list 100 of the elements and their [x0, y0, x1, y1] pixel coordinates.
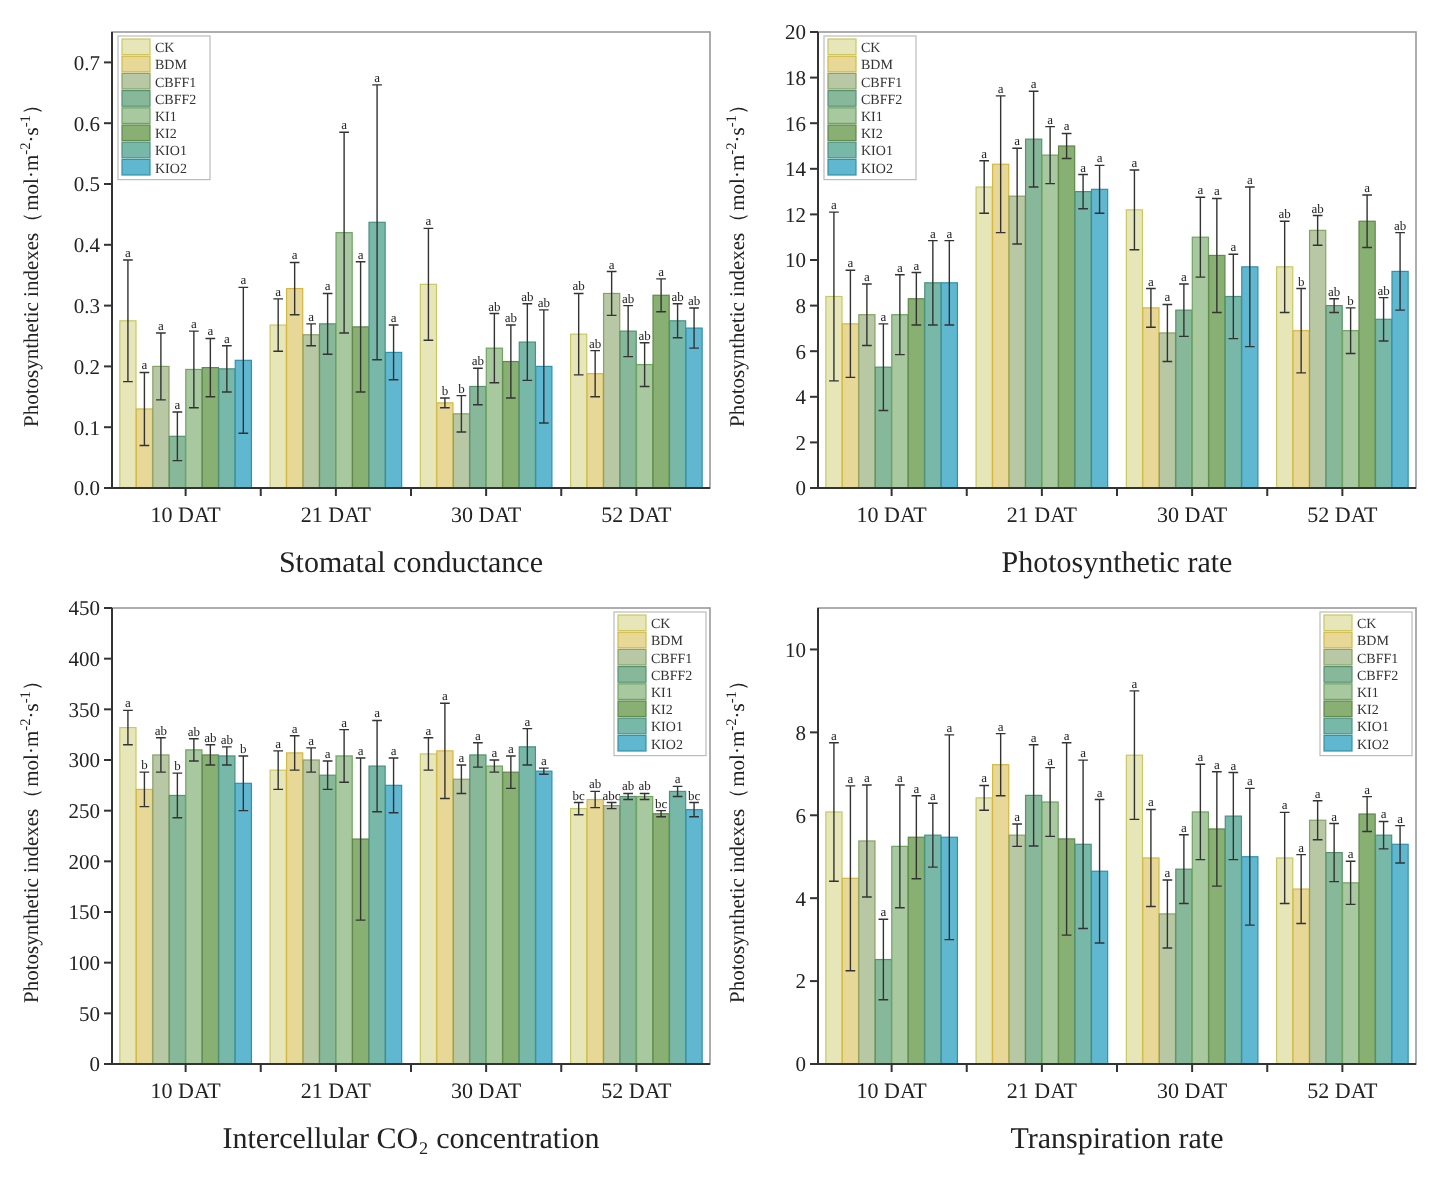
bar — [1276, 266, 1294, 489]
x-tick-label: 10 DAT — [150, 1080, 222, 1104]
bar — [1325, 851, 1343, 1065]
bar — [940, 282, 958, 489]
y-tick-label: 0.3 — [73, 296, 100, 319]
bar — [652, 813, 670, 1065]
bar — [152, 754, 170, 1065]
y-tick-label: 200 — [68, 852, 100, 875]
bar — [586, 373, 604, 489]
y-tick-label: 14 — [785, 160, 808, 183]
bar — [825, 811, 843, 1065]
bar — [685, 327, 703, 489]
bar — [368, 221, 386, 489]
bar — [1374, 834, 1393, 1065]
bar — [1074, 191, 1092, 489]
x-tick-label: 30 DAT — [450, 1080, 522, 1104]
x-tick-label: 10 DAT — [150, 504, 222, 528]
bar — [419, 283, 438, 489]
bar — [1041, 154, 1059, 489]
bar — [907, 836, 926, 1065]
x-tick-label: 52 DAT — [1307, 1080, 1379, 1104]
bar — [619, 795, 637, 1065]
bar — [218, 368, 236, 489]
bar — [285, 752, 304, 1065]
bar — [1276, 857, 1294, 1065]
bar — [1325, 305, 1343, 489]
y-tick-label: 0.1 — [73, 418, 100, 441]
bar — [485, 765, 504, 1065]
bar — [302, 334, 320, 489]
bar — [1074, 843, 1092, 1065]
bar — [1208, 254, 1226, 489]
x-tick-label: 52 DAT — [601, 504, 673, 528]
y-tick-label: 10 — [785, 251, 806, 274]
bar — [940, 836, 958, 1065]
x-tick-label: 30 DAT — [1156, 1080, 1228, 1104]
y-tick-label: 2 — [795, 972, 806, 995]
bar — [234, 359, 252, 489]
bar — [1241, 856, 1259, 1065]
y-tick-label: 0.4 — [73, 236, 102, 259]
bar — [1057, 145, 1076, 489]
y-tick-label: 0 — [89, 1055, 100, 1078]
bar — [858, 314, 876, 489]
bar — [1024, 138, 1043, 489]
bar — [436, 750, 454, 1065]
bar — [185, 368, 203, 489]
bar — [1175, 309, 1193, 489]
y-tick-label: 150 — [68, 903, 100, 926]
x-axis-title: Photosynthetic rate — [1001, 548, 1234, 580]
bar — [1341, 882, 1360, 1065]
bar — [384, 351, 403, 489]
bar — [975, 186, 993, 489]
y-tick-label: 400 — [68, 650, 100, 673]
bar — [218, 755, 236, 1065]
bar — [1142, 857, 1160, 1065]
bar — [185, 749, 203, 1065]
y-tick-label: 8 — [795, 723, 806, 746]
bar — [1175, 868, 1193, 1065]
bar — [570, 808, 588, 1065]
x-tick-label: 52 DAT — [1307, 504, 1379, 528]
y-tick-label: 4 — [795, 388, 808, 411]
bar — [518, 341, 537, 489]
x-tick-label: 30 DAT — [1156, 504, 1228, 528]
y-tick-label: 0.7 — [73, 53, 100, 76]
bar — [1008, 834, 1026, 1065]
bar — [469, 385, 487, 489]
bar — [384, 784, 403, 1065]
x-tick-label: 21 DAT — [300, 1080, 372, 1104]
y-tick-label: 450 — [68, 599, 100, 622]
bar — [685, 809, 703, 1065]
y-tick-label: 0.6 — [73, 114, 100, 137]
bar — [335, 232, 353, 489]
bar — [335, 755, 353, 1065]
y-tick-label: 0.2 — [73, 357, 100, 380]
bar — [318, 323, 337, 489]
x-tick-label: 21 DAT — [300, 504, 372, 528]
bar — [1024, 794, 1043, 1065]
bar — [152, 365, 170, 489]
bar — [285, 287, 304, 489]
bar — [436, 402, 454, 489]
bar — [891, 845, 909, 1065]
bar — [1158, 332, 1177, 489]
y-tick-label: 0.5 — [73, 175, 100, 198]
bar — [318, 774, 337, 1065]
bar — [419, 753, 438, 1065]
bar — [1090, 870, 1109, 1065]
bar — [269, 769, 287, 1065]
x-axis-title: Stomatal conductance — [278, 548, 544, 580]
bar — [535, 365, 553, 489]
bar — [1008, 195, 1026, 489]
y-tick-label: 0 — [795, 479, 806, 502]
y-tick-label: 350 — [68, 700, 100, 723]
bar — [1224, 295, 1243, 489]
bar — [535, 770, 553, 1065]
bar — [502, 360, 520, 489]
bar — [991, 764, 1010, 1065]
bar — [570, 333, 588, 489]
bar — [1191, 811, 1210, 1065]
y-tick-label: 10 — [785, 640, 806, 663]
bar — [1224, 815, 1243, 1065]
bar — [668, 320, 687, 489]
